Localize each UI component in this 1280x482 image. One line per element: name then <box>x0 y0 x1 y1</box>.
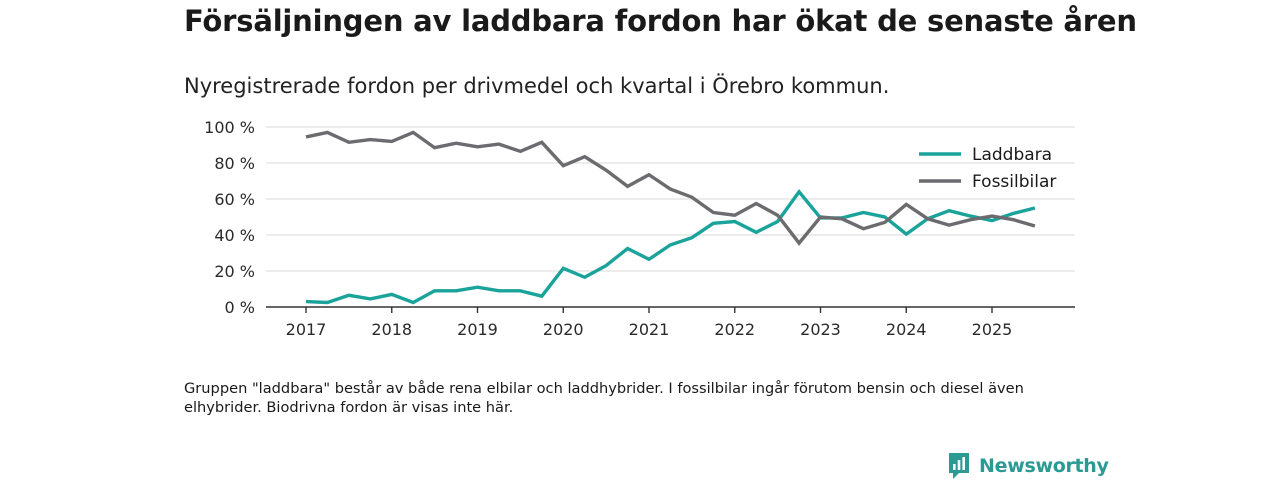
x-tick-label: 2018 <box>371 320 412 339</box>
series-lines <box>305 130 1036 305</box>
x-tick-label: 2020 <box>543 320 584 339</box>
brand-name: Newsworthy <box>979 455 1109 477</box>
x-tick-label: 2017 <box>286 320 327 339</box>
y-tick-label: 20 % <box>214 262 255 281</box>
y-tick-label: 60 % <box>214 190 255 209</box>
x-tick-label: 2023 <box>800 320 841 339</box>
footnote: Gruppen "laddbara" består av både rena e… <box>184 380 1024 416</box>
legend-label-laddbara: Laddbara <box>972 145 1052 165</box>
series-line-laddbara <box>305 189 1036 305</box>
y-axis-ticks: 0 % 20 % 40 % 60 % 80 % 100 % <box>204 118 255 317</box>
y-tick-label: 100 % <box>204 118 255 137</box>
y-tick-label: 80 % <box>214 154 255 173</box>
series-line-fossilbilar <box>305 130 1036 246</box>
x-tick-label: 2024 <box>886 320 927 339</box>
chart-title: Försäljningen av laddbara fordon har öka… <box>184 4 1137 38</box>
x-tick-label: 2022 <box>714 320 755 339</box>
y-tick-label: 40 % <box>214 226 255 245</box>
newsworthy-logo-icon <box>949 453 969 479</box>
x-tick-label: 2021 <box>629 320 670 339</box>
brand-logo: Newsworthy <box>947 450 1109 482</box>
legend: Laddbara Fossilbilar <box>919 145 1056 192</box>
legend-label-fossilbilar: Fossilbilar <box>972 172 1056 192</box>
x-axis-ticks: 2017 2018 2019 2020 2021 2022 2023 2024 2025 <box>286 307 1013 339</box>
x-tick-label: 2019 <box>457 320 498 339</box>
chart-subtitle: Nyregistrerade fordon per drivmedel och … <box>184 74 890 98</box>
y-tick-label: 0 % <box>225 298 255 317</box>
grid-lines <box>266 126 1075 272</box>
x-tick-label: 2025 <box>972 320 1013 339</box>
